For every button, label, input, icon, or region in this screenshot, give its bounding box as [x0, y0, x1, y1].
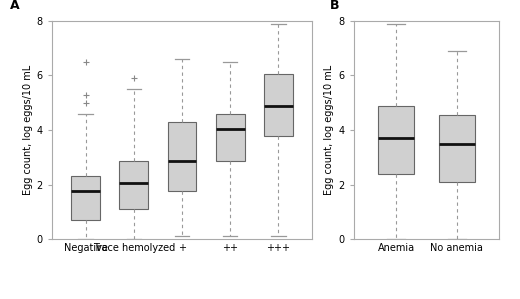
Y-axis label: Egg count, log eggs/10 mL: Egg count, log eggs/10 mL	[324, 65, 334, 195]
Text: B: B	[330, 0, 340, 12]
PathPatch shape	[264, 74, 293, 135]
PathPatch shape	[438, 115, 475, 182]
PathPatch shape	[378, 106, 414, 174]
PathPatch shape	[216, 114, 244, 161]
PathPatch shape	[167, 122, 197, 191]
Text: A: A	[10, 0, 20, 12]
PathPatch shape	[120, 161, 148, 209]
PathPatch shape	[71, 176, 100, 220]
Y-axis label: Egg count, log eggs/10 mL: Egg count, log eggs/10 mL	[22, 65, 33, 195]
